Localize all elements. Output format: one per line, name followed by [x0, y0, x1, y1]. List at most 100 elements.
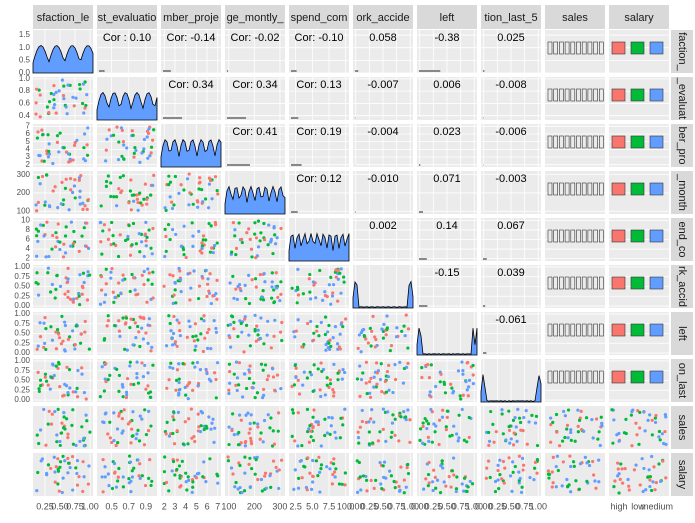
point	[138, 345, 141, 348]
point	[422, 487, 425, 490]
point	[143, 138, 146, 141]
point	[247, 368, 250, 371]
box	[548, 42, 552, 54]
point	[329, 276, 332, 279]
point	[47, 150, 50, 153]
panel	[481, 453, 541, 496]
point	[316, 474, 319, 477]
point	[317, 367, 320, 370]
point	[55, 236, 58, 239]
point	[376, 371, 379, 374]
point	[210, 246, 213, 249]
point	[147, 429, 150, 432]
correlation-label: Cor: 0.41	[232, 126, 277, 138]
y-tick-label: 0.4	[19, 111, 31, 120]
point	[331, 482, 334, 485]
point	[455, 475, 458, 478]
x-tick-label: 1.00	[530, 501, 548, 511]
point	[261, 489, 264, 492]
point	[405, 366, 408, 369]
point	[54, 481, 57, 484]
panel: -0.003	[481, 171, 541, 214]
correlation-label: Cor: -0.02	[231, 32, 280, 44]
point	[39, 182, 42, 185]
correlation-label: 0.039	[497, 267, 525, 279]
point	[176, 458, 179, 461]
point	[402, 325, 405, 328]
panel	[417, 359, 477, 402]
point	[600, 416, 603, 419]
point	[47, 423, 50, 426]
point	[67, 290, 70, 293]
point	[268, 474, 271, 477]
point	[122, 174, 125, 177]
row-strip-label: rk_accid	[676, 266, 688, 307]
point	[427, 461, 430, 464]
point	[637, 443, 640, 446]
point	[83, 107, 86, 110]
point	[269, 486, 272, 489]
point	[262, 440, 265, 443]
point	[397, 439, 400, 442]
point	[83, 226, 86, 229]
point	[328, 467, 331, 470]
point	[386, 410, 389, 413]
point	[393, 363, 396, 366]
point	[615, 433, 618, 436]
point	[112, 291, 115, 294]
box	[571, 371, 575, 383]
point	[332, 457, 335, 460]
point	[500, 408, 503, 411]
point	[534, 421, 537, 424]
point	[275, 271, 278, 274]
point	[311, 480, 314, 483]
point	[526, 443, 529, 446]
point	[503, 481, 506, 484]
point	[262, 369, 265, 372]
point	[250, 467, 253, 470]
point	[131, 410, 134, 413]
box	[554, 371, 558, 383]
point	[171, 367, 174, 370]
point	[45, 472, 48, 475]
point	[253, 233, 256, 236]
point	[191, 486, 194, 489]
point	[191, 235, 194, 238]
point	[429, 408, 432, 411]
point	[329, 378, 332, 381]
point	[177, 362, 180, 365]
point	[57, 150, 60, 153]
point	[147, 132, 150, 135]
point	[87, 464, 90, 467]
point	[455, 490, 458, 493]
point	[249, 485, 252, 488]
point	[323, 418, 326, 421]
point	[248, 377, 251, 380]
point	[365, 479, 368, 482]
point	[210, 224, 213, 227]
point	[62, 255, 65, 258]
point	[206, 347, 209, 350]
point	[164, 235, 167, 238]
point	[81, 102, 84, 105]
point	[271, 367, 274, 370]
point	[227, 389, 230, 392]
point	[585, 416, 588, 419]
box	[571, 89, 575, 101]
point	[54, 288, 57, 291]
x-tick-label: 0.5	[105, 501, 118, 511]
y-tick-label: 1.0	[19, 74, 31, 83]
point	[365, 361, 368, 364]
point	[441, 409, 444, 412]
point	[71, 96, 74, 99]
point	[73, 104, 76, 107]
point	[42, 234, 45, 237]
correlation-label: 0.025	[497, 32, 525, 44]
correlation-mark	[291, 164, 302, 166]
point	[431, 480, 434, 483]
point	[244, 297, 247, 300]
point	[63, 293, 66, 296]
box	[582, 277, 586, 289]
point	[208, 183, 211, 186]
point	[200, 424, 203, 427]
